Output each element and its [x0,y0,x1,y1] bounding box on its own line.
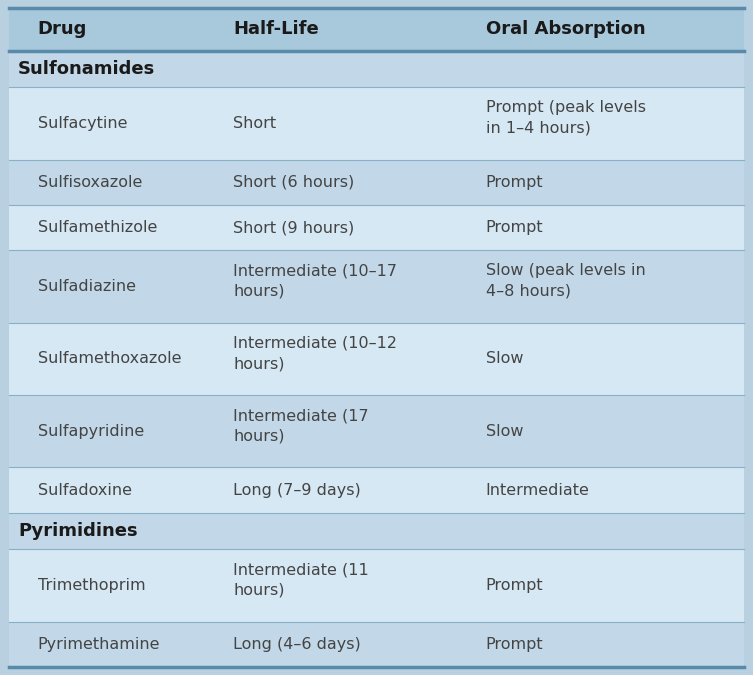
Text: Pyrimidines: Pyrimidines [18,522,138,540]
Text: Short (9 hours): Short (9 hours) [233,220,355,235]
Bar [9,51,744,87]
Bar [9,622,744,667]
Text: Sulfapyridine: Sulfapyridine [38,424,144,439]
Bar [9,8,744,51]
Text: Slow: Slow [486,352,523,367]
Text: Prompt: Prompt [486,637,544,652]
Bar [9,205,744,250]
Text: Prompt: Prompt [486,175,544,190]
Text: Intermediate (10–17
hours): Intermediate (10–17 hours) [233,263,398,299]
Text: Intermediate (10–12
hours): Intermediate (10–12 hours) [233,335,398,371]
Text: Intermediate (11
hours): Intermediate (11 hours) [233,562,369,597]
Bar [9,513,744,549]
Text: Sulfisoxazole: Sulfisoxazole [38,175,142,190]
Text: Sulfadoxine: Sulfadoxine [38,483,132,497]
Bar [9,160,744,205]
Text: Prompt (peak levels
in 1–4 hours): Prompt (peak levels in 1–4 hours) [486,101,645,136]
Bar [9,87,744,160]
Bar [9,250,744,323]
Text: Sulfonamides: Sulfonamides [18,60,155,78]
Text: Long (4–6 days): Long (4–6 days) [233,637,361,652]
Text: Pyrimethamine: Pyrimethamine [38,637,160,652]
Text: Slow (peak levels in
4–8 hours): Slow (peak levels in 4–8 hours) [486,263,645,299]
Bar [9,395,744,467]
Text: Prompt: Prompt [486,220,544,235]
Bar [9,549,744,622]
Text: Trimethoprim: Trimethoprim [38,578,145,593]
Text: Long (7–9 days): Long (7–9 days) [233,483,361,497]
Text: Sulfamethoxazole: Sulfamethoxazole [38,352,181,367]
Text: Half-Life: Half-Life [233,20,319,38]
Text: Short: Short [233,116,276,131]
Bar [9,467,744,513]
Text: Sulfacytine: Sulfacytine [38,116,127,131]
Text: Intermediate (17
hours): Intermediate (17 hours) [233,408,369,443]
Text: Sulfamethizole: Sulfamethizole [38,220,157,235]
Text: Oral Absorption: Oral Absorption [486,20,645,38]
Text: Slow: Slow [486,424,523,439]
Text: Sulfadiazine: Sulfadiazine [38,279,136,294]
Text: Intermediate: Intermediate [486,483,590,497]
Text: Short (6 hours): Short (6 hours) [233,175,355,190]
Text: Prompt: Prompt [486,578,544,593]
Text: Drug: Drug [38,20,87,38]
Bar [9,323,744,395]
